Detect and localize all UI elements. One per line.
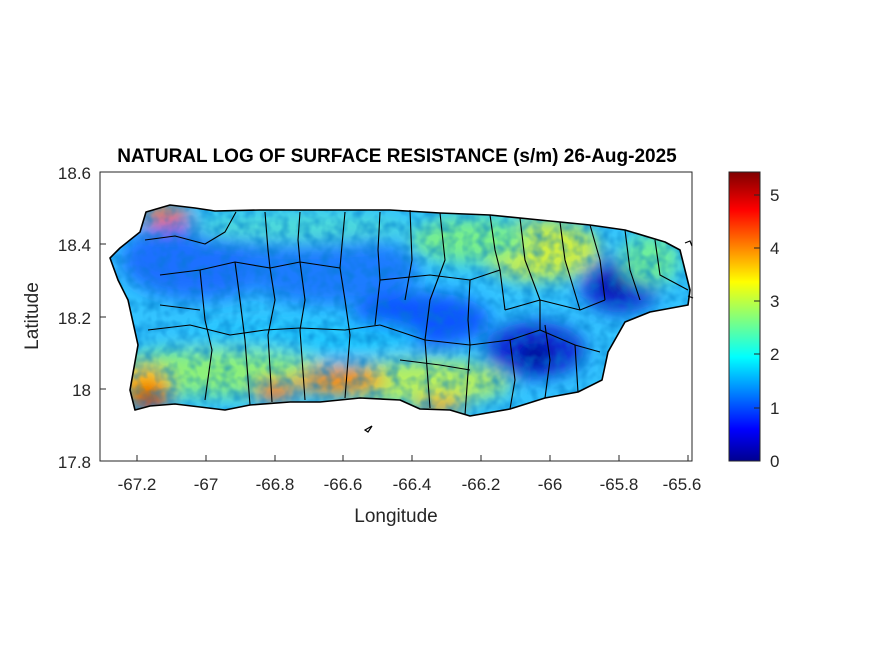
municipality-boundaries — [109, 204, 691, 417]
y-tick-label: 18 — [72, 381, 91, 400]
colorbar-tick-label: 0 — [770, 452, 779, 471]
colorbar-gradient — [728, 171, 761, 462]
x-axis-label: Longitude — [354, 506, 437, 527]
x-tick-label: -67.2 — [118, 475, 157, 494]
colorbar-tick-label: 4 — [770, 239, 779, 258]
colorbar-tick-label: 3 — [770, 292, 779, 311]
x-axis: -67.2 -67 -66.8 -66.6 -66.4 -66.2 -66 -6… — [118, 455, 702, 527]
y-tick-label: 17.8 — [58, 453, 91, 472]
map-title: NATURAL LOG OF SURFACE RESISTANCE (s/m) … — [117, 146, 677, 167]
x-tick-label: -66.6 — [324, 475, 363, 494]
x-tick-label: -66.8 — [256, 475, 295, 494]
x-tick-label: -65.6 — [663, 475, 702, 494]
y-axis-label: Latitude — [22, 282, 43, 350]
colorbar-tick-label: 1 — [770, 399, 779, 418]
x-tick-label: -66 — [538, 475, 563, 494]
colorbar-tick-label: 5 — [770, 186, 779, 205]
x-tick-label: -66.2 — [462, 475, 501, 494]
y-tick-label: 18.4 — [58, 236, 91, 255]
x-tick-label: -65.8 — [600, 475, 639, 494]
surface-resistance-heatmap — [110, 205, 690, 416]
y-tick-label: 18.2 — [58, 309, 91, 328]
x-tick-label: -67 — [194, 475, 219, 494]
small-islands — [363, 240, 694, 433]
x-tick-label: -66.4 — [393, 475, 432, 494]
colorbar: 5 4 3 2 1 0 — [728, 171, 779, 471]
y-axis: 18.6 18.4 18.2 18 17.8 Latitude — [22, 164, 106, 472]
colorbar-tick-label: 2 — [770, 345, 779, 364]
y-tick-label: 18.6 — [58, 164, 91, 183]
